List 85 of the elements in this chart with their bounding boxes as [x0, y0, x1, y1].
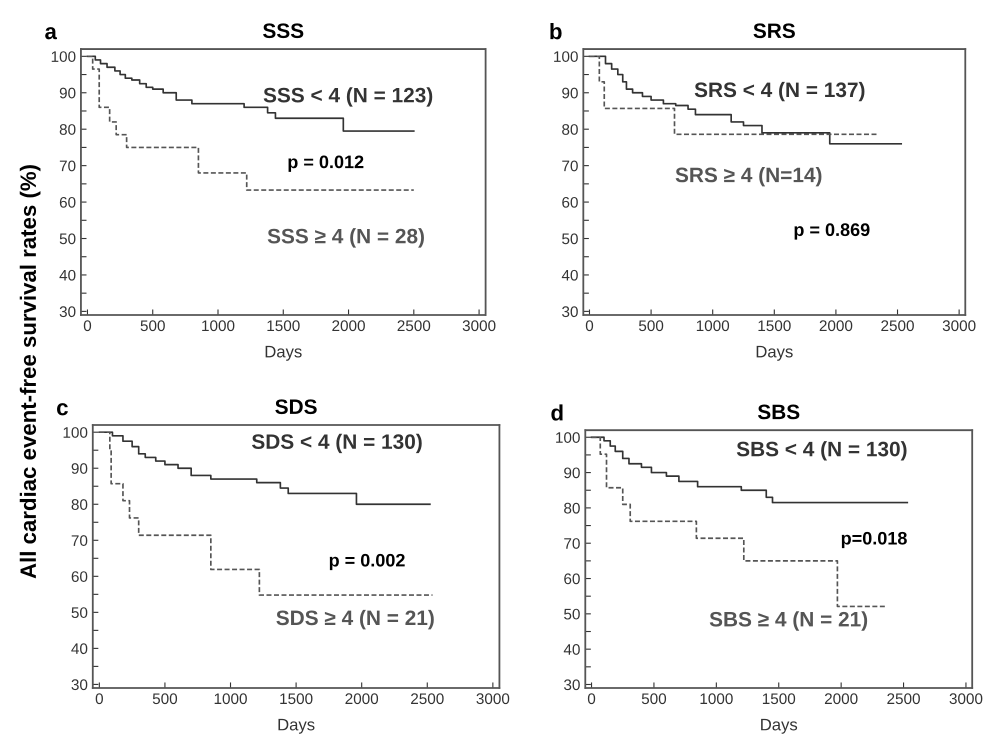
text: d [551, 404, 563, 421]
x-tick-label: 2000 [820, 320, 852, 332]
series-label: SSS < 4 (N = 123) [264, 87, 432, 107]
x-tick-label: 2500 [398, 320, 430, 332]
text: b [550, 23, 562, 40]
y-tick-label: 80 [562, 124, 578, 135]
x-tick-label: 1500 [267, 320, 300, 332]
y-tick-label: 90 [60, 88, 76, 98]
y-tick-label: 100 [556, 432, 580, 443]
series-label: SSS ≥ 4 (N = 28) [268, 228, 424, 248]
y-tick-label: 40 [562, 270, 578, 281]
y-tick-label: 100 [52, 51, 76, 62]
series-label: SDS < 4 (N = 130) [252, 434, 422, 454]
x-tick-label: 1000 [202, 320, 234, 332]
y-tick-label: 60 [60, 196, 76, 208]
y-tick-label: 60 [562, 196, 578, 208]
y-tick-label: 80 [60, 124, 76, 135]
chart-title: SDS [275, 399, 317, 414]
y-tick-label: 90 [72, 463, 88, 474]
x-axis-title: Days [761, 718, 798, 734]
x-axis-title: Days [266, 346, 302, 361]
series-label: SBS ≥ 4 (N = 21) [710, 611, 868, 631]
text: c [57, 403, 68, 416]
x-tick-label: 3000 [942, 320, 976, 332]
annotation: p = 0.869 [794, 223, 870, 240]
y-tick-label: 90 [562, 88, 578, 98]
x-tick-label: 1500 [280, 693, 312, 704]
x-tick-label: 2000 [824, 693, 858, 704]
y-tick-label: 30 [60, 306, 76, 318]
y-tick-label: 50 [562, 233, 578, 244]
series-label: SDS ≥ 4 (N = 21) [276, 610, 434, 630]
y-tick-label: 50 [60, 233, 76, 244]
y-tick-label: 70 [72, 535, 88, 546]
y-tick-label: 60 [72, 571, 88, 582]
y-axis-title: All cardiac event-free survival rates (%) [20, 165, 40, 578]
text: a [45, 27, 58, 40]
y-tick-label: 40 [59, 270, 76, 281]
chart-title: SBS [758, 404, 800, 420]
annotation: p=0.018 [842, 532, 907, 548]
x-tick-label: 2500 [887, 693, 920, 704]
annotation: p = 0.012 [288, 155, 364, 172]
y-tick-label: 70 [60, 160, 76, 172]
x-tick-label: 3000 [476, 693, 510, 704]
x-axis-title: Days [278, 718, 314, 734]
chart-title: SRS [753, 23, 795, 38]
y-tick-label: 100 [64, 427, 88, 438]
x-tick-label: 500 [642, 693, 666, 704]
x-tick-label: 2000 [345, 693, 378, 704]
x-tick-label: 0 [586, 320, 594, 332]
x-tick-label: 2000 [332, 320, 365, 332]
annotation: p = 0.002 [330, 554, 405, 570]
y-tick-label: 30 [562, 306, 578, 318]
x-tick-label: 500 [152, 693, 178, 704]
x-axis-title: Days [756, 346, 793, 361]
x-tick-label: 0 [96, 693, 103, 704]
x-tick-label: 2500 [881, 320, 914, 332]
x-tick-label: 1500 [762, 693, 796, 704]
chart-title: SSS [263, 23, 304, 38]
x-tick-label: 3000 [950, 693, 982, 704]
x-tick-label: 1000 [214, 693, 247, 704]
series-label: SRS ≥ 4 (N=14) [676, 167, 822, 186]
y-tick-label: 50 [564, 608, 580, 620]
y-tick-label: 70 [564, 538, 580, 549]
x-tick-label: 500 [140, 320, 165, 332]
y-tick-label: 50 [72, 607, 88, 618]
x-tick-label: 1500 [758, 320, 791, 332]
y-tick-label: 30 [564, 679, 580, 690]
y-tick-label: 80 [564, 502, 580, 514]
x-tick-label: 2500 [411, 693, 444, 704]
x-tick-label: 1000 [696, 320, 730, 332]
y-tick-label: 40 [71, 643, 88, 654]
x-tick-label: 500 [638, 320, 664, 332]
y-tick-label: 30 [72, 679, 88, 690]
series-label: SBS < 4 (N = 130) [736, 441, 907, 461]
x-tick-label: 3000 [462, 320, 496, 332]
x-tick-label: 0 [588, 693, 596, 704]
x-tick-label: 1000 [700, 693, 733, 704]
y-tick-label: 80 [72, 499, 88, 510]
y-tick-label: 100 [554, 51, 578, 62]
series-label: SRS < 4 (N = 137) [694, 82, 864, 102]
y-tick-label: 60 [564, 573, 580, 584]
y-tick-label: 40 [564, 644, 580, 655]
y-tick-label: 70 [562, 160, 578, 172]
y-tick-label: 90 [564, 467, 580, 478]
x-tick-label: 0 [84, 320, 92, 332]
